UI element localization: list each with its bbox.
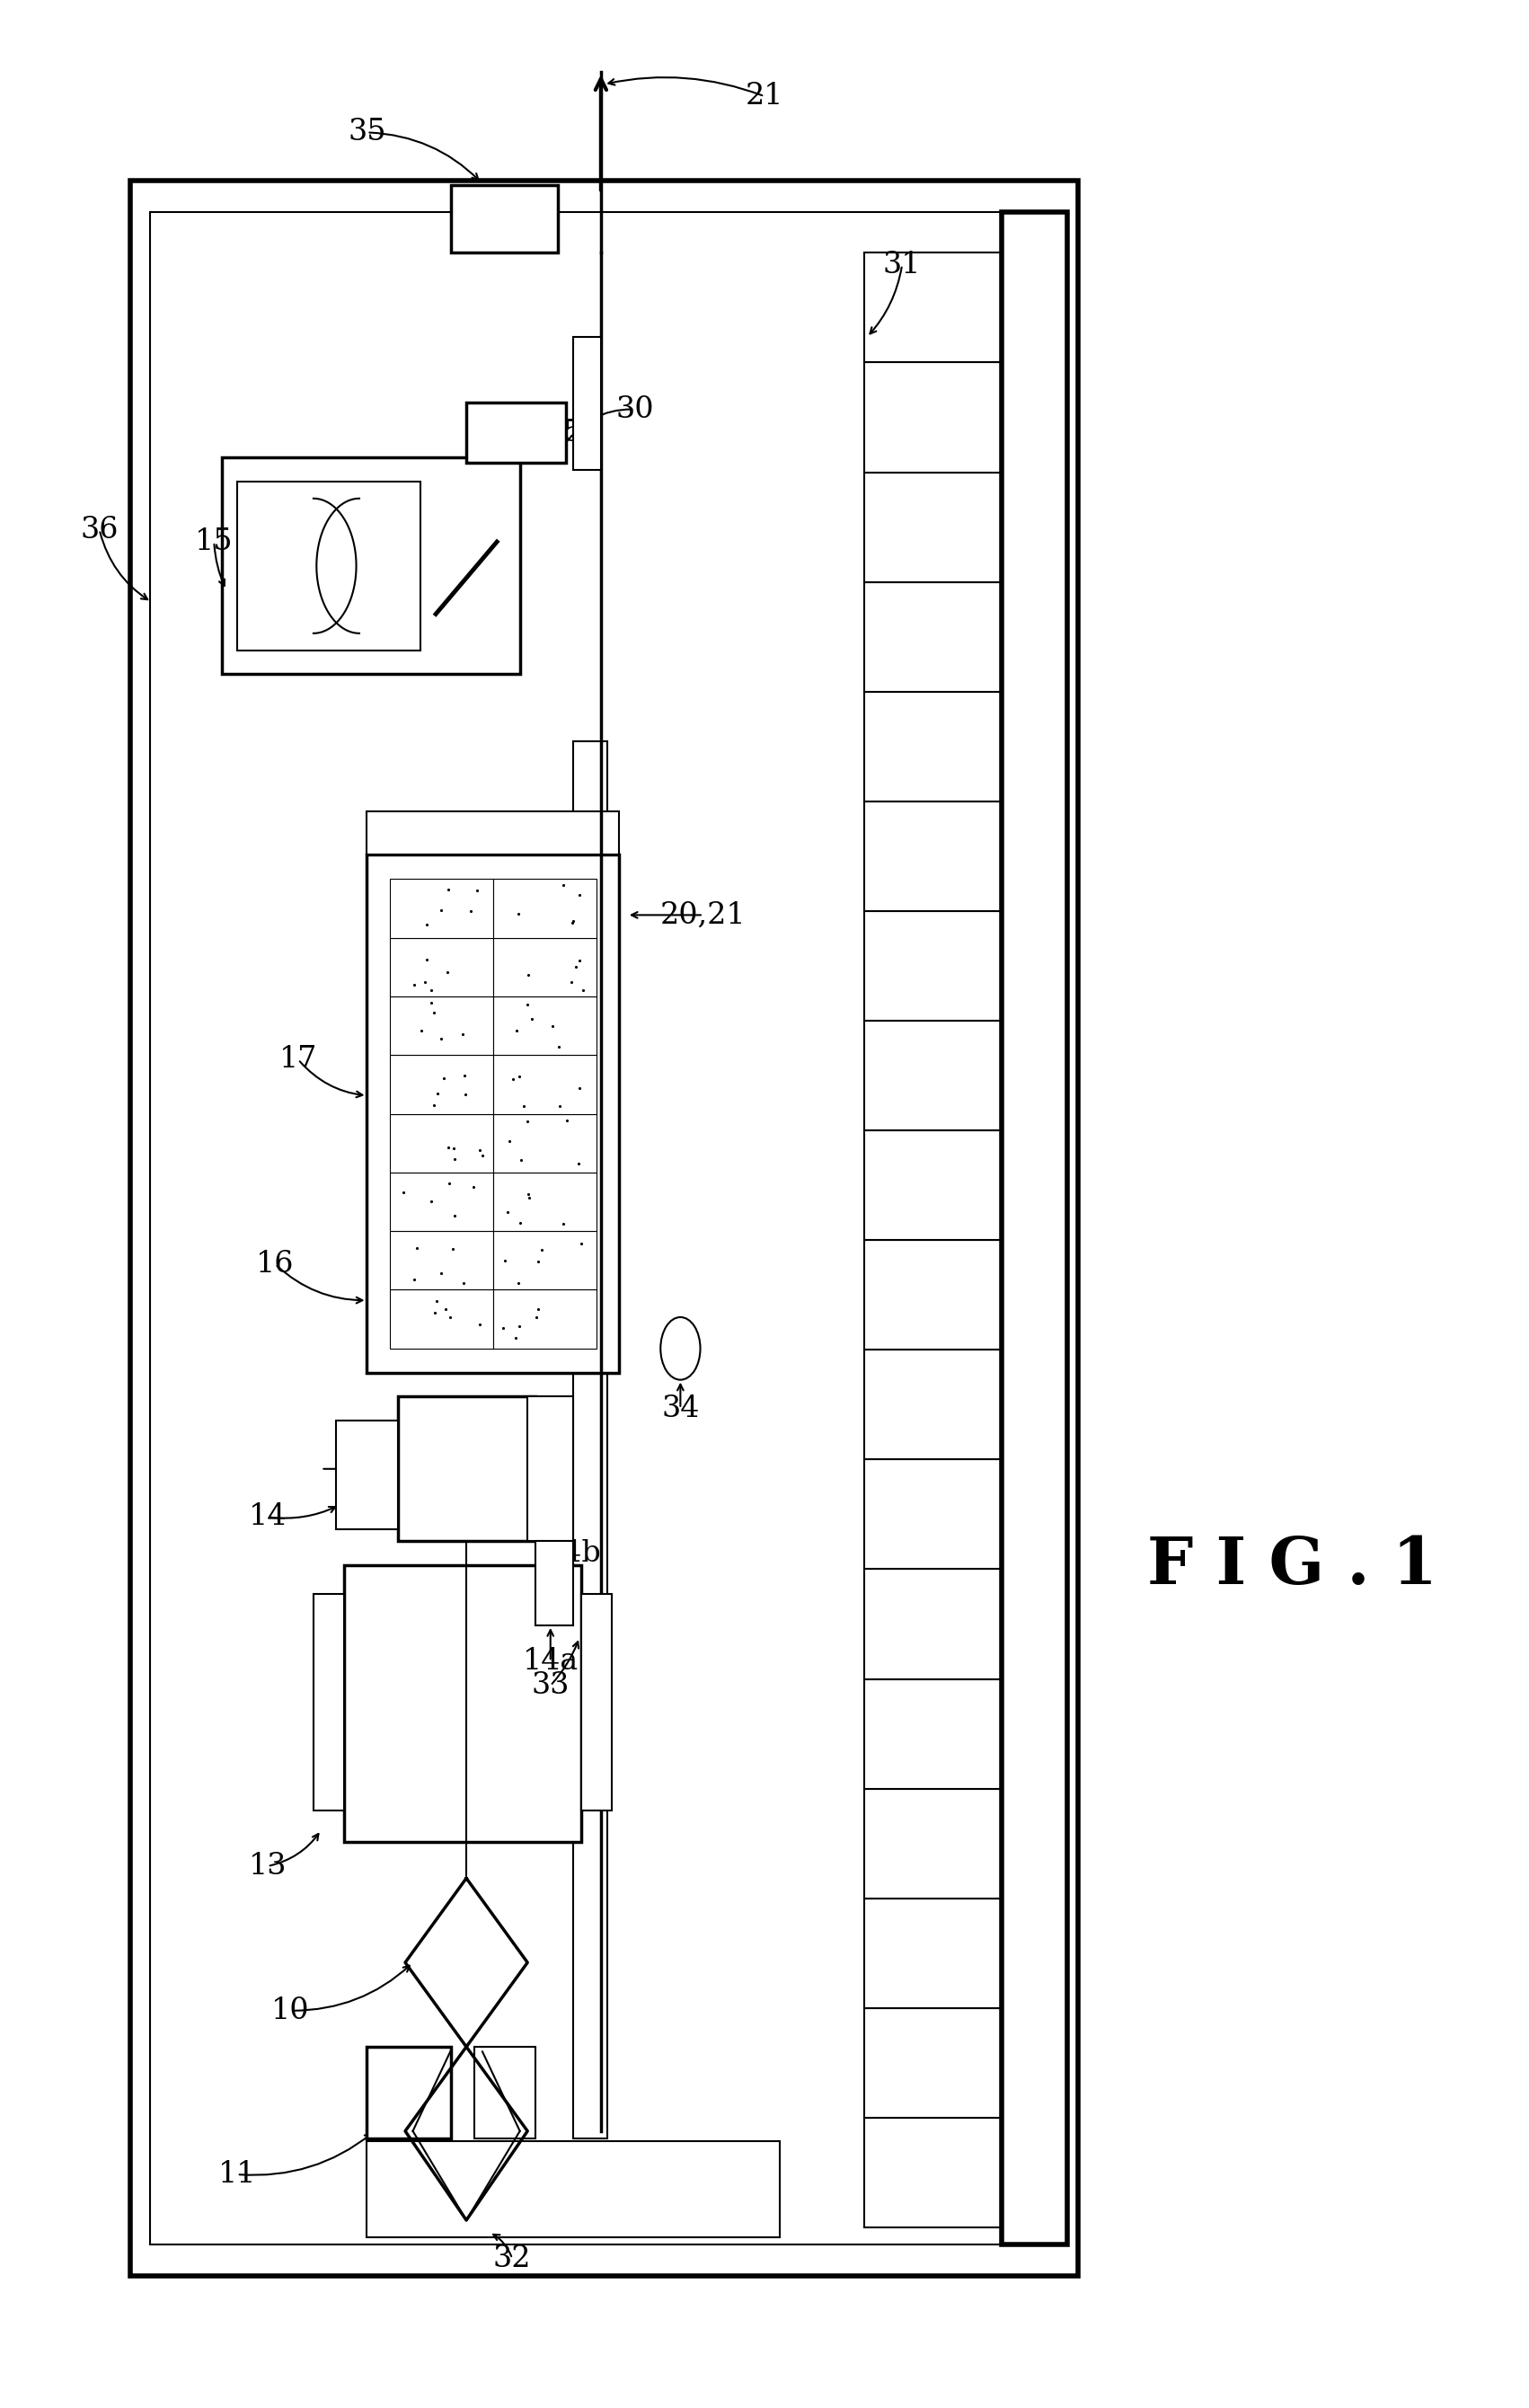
Bar [864,910,1001,1021]
Bar [390,1230,492,1291]
Text: 10: 10 [271,1996,310,2025]
Bar [492,937,596,997]
Bar [864,472,1001,583]
Text: 11: 11 [219,2160,255,2189]
Text: 17: 17 [280,1045,317,1074]
Bar [864,1898,1001,2008]
Bar [864,253,1001,364]
Bar [492,879,596,937]
Bar [390,1173,492,1230]
Bar [390,1055,492,1115]
Bar [130,181,1078,2276]
Text: 31: 31 [884,250,920,279]
Text: 35: 35 [347,118,387,147]
Bar [864,691,1001,802]
Bar [390,997,492,1055]
Bar [492,1112,596,1173]
Bar [864,2117,1001,2227]
Bar [492,1230,596,1291]
Bar [864,1240,1001,1351]
Bar [581,1594,612,1811]
Bar [864,2008,1001,2117]
Text: 30: 30 [615,395,654,424]
Bar [573,742,607,2138]
Text: 33: 33 [532,1671,569,1700]
Bar [313,1594,344,1811]
Text: 15a: 15a [546,419,601,448]
Bar [390,937,492,997]
Bar [222,458,520,674]
Bar [492,1291,596,1348]
Bar [367,855,619,1373]
Bar [492,1173,596,1230]
Text: 36: 36 [81,515,118,544]
Text: 13: 13 [249,1852,286,1881]
Bar [398,1397,535,1541]
Bar [336,1421,398,1529]
Bar [864,364,1001,472]
Bar [864,1351,1001,1459]
Text: 34: 34 [662,1394,699,1423]
Bar [528,1397,573,1541]
Text: 32: 32 [494,2244,531,2273]
Bar [864,1678,1001,1789]
Bar [864,1021,1001,1129]
Bar [1001,212,1067,2244]
Text: 14a: 14a [523,1647,578,1676]
Bar [451,185,558,253]
Bar [367,811,619,855]
Bar [492,997,596,1055]
Text: 20,21: 20,21 [661,901,746,929]
Text: F I G . 1: F I G . 1 [1147,1534,1437,1597]
Bar [535,1541,573,1625]
Bar [390,1112,492,1173]
Bar [864,1570,1001,1678]
Bar [367,2141,780,2237]
Bar [864,1789,1001,1898]
Bar [150,212,1057,2244]
Bar [573,337,601,470]
Text: 16: 16 [257,1250,294,1279]
Bar [367,2047,451,2138]
Bar [864,802,1001,910]
Bar [864,1129,1001,1240]
Text: 15: 15 [194,527,234,556]
Bar [864,1459,1001,1570]
Bar [237,482,420,650]
Bar [864,583,1001,691]
Bar [344,1565,581,1842]
Bar [390,879,492,937]
Text: 14b: 14b [544,1539,602,1568]
Text: 21: 21 [746,82,783,111]
Bar [466,402,566,462]
Bar [492,1055,596,1115]
Text: 14: 14 [249,1503,286,1531]
Bar [390,1291,492,1348]
Bar [474,2047,535,2138]
